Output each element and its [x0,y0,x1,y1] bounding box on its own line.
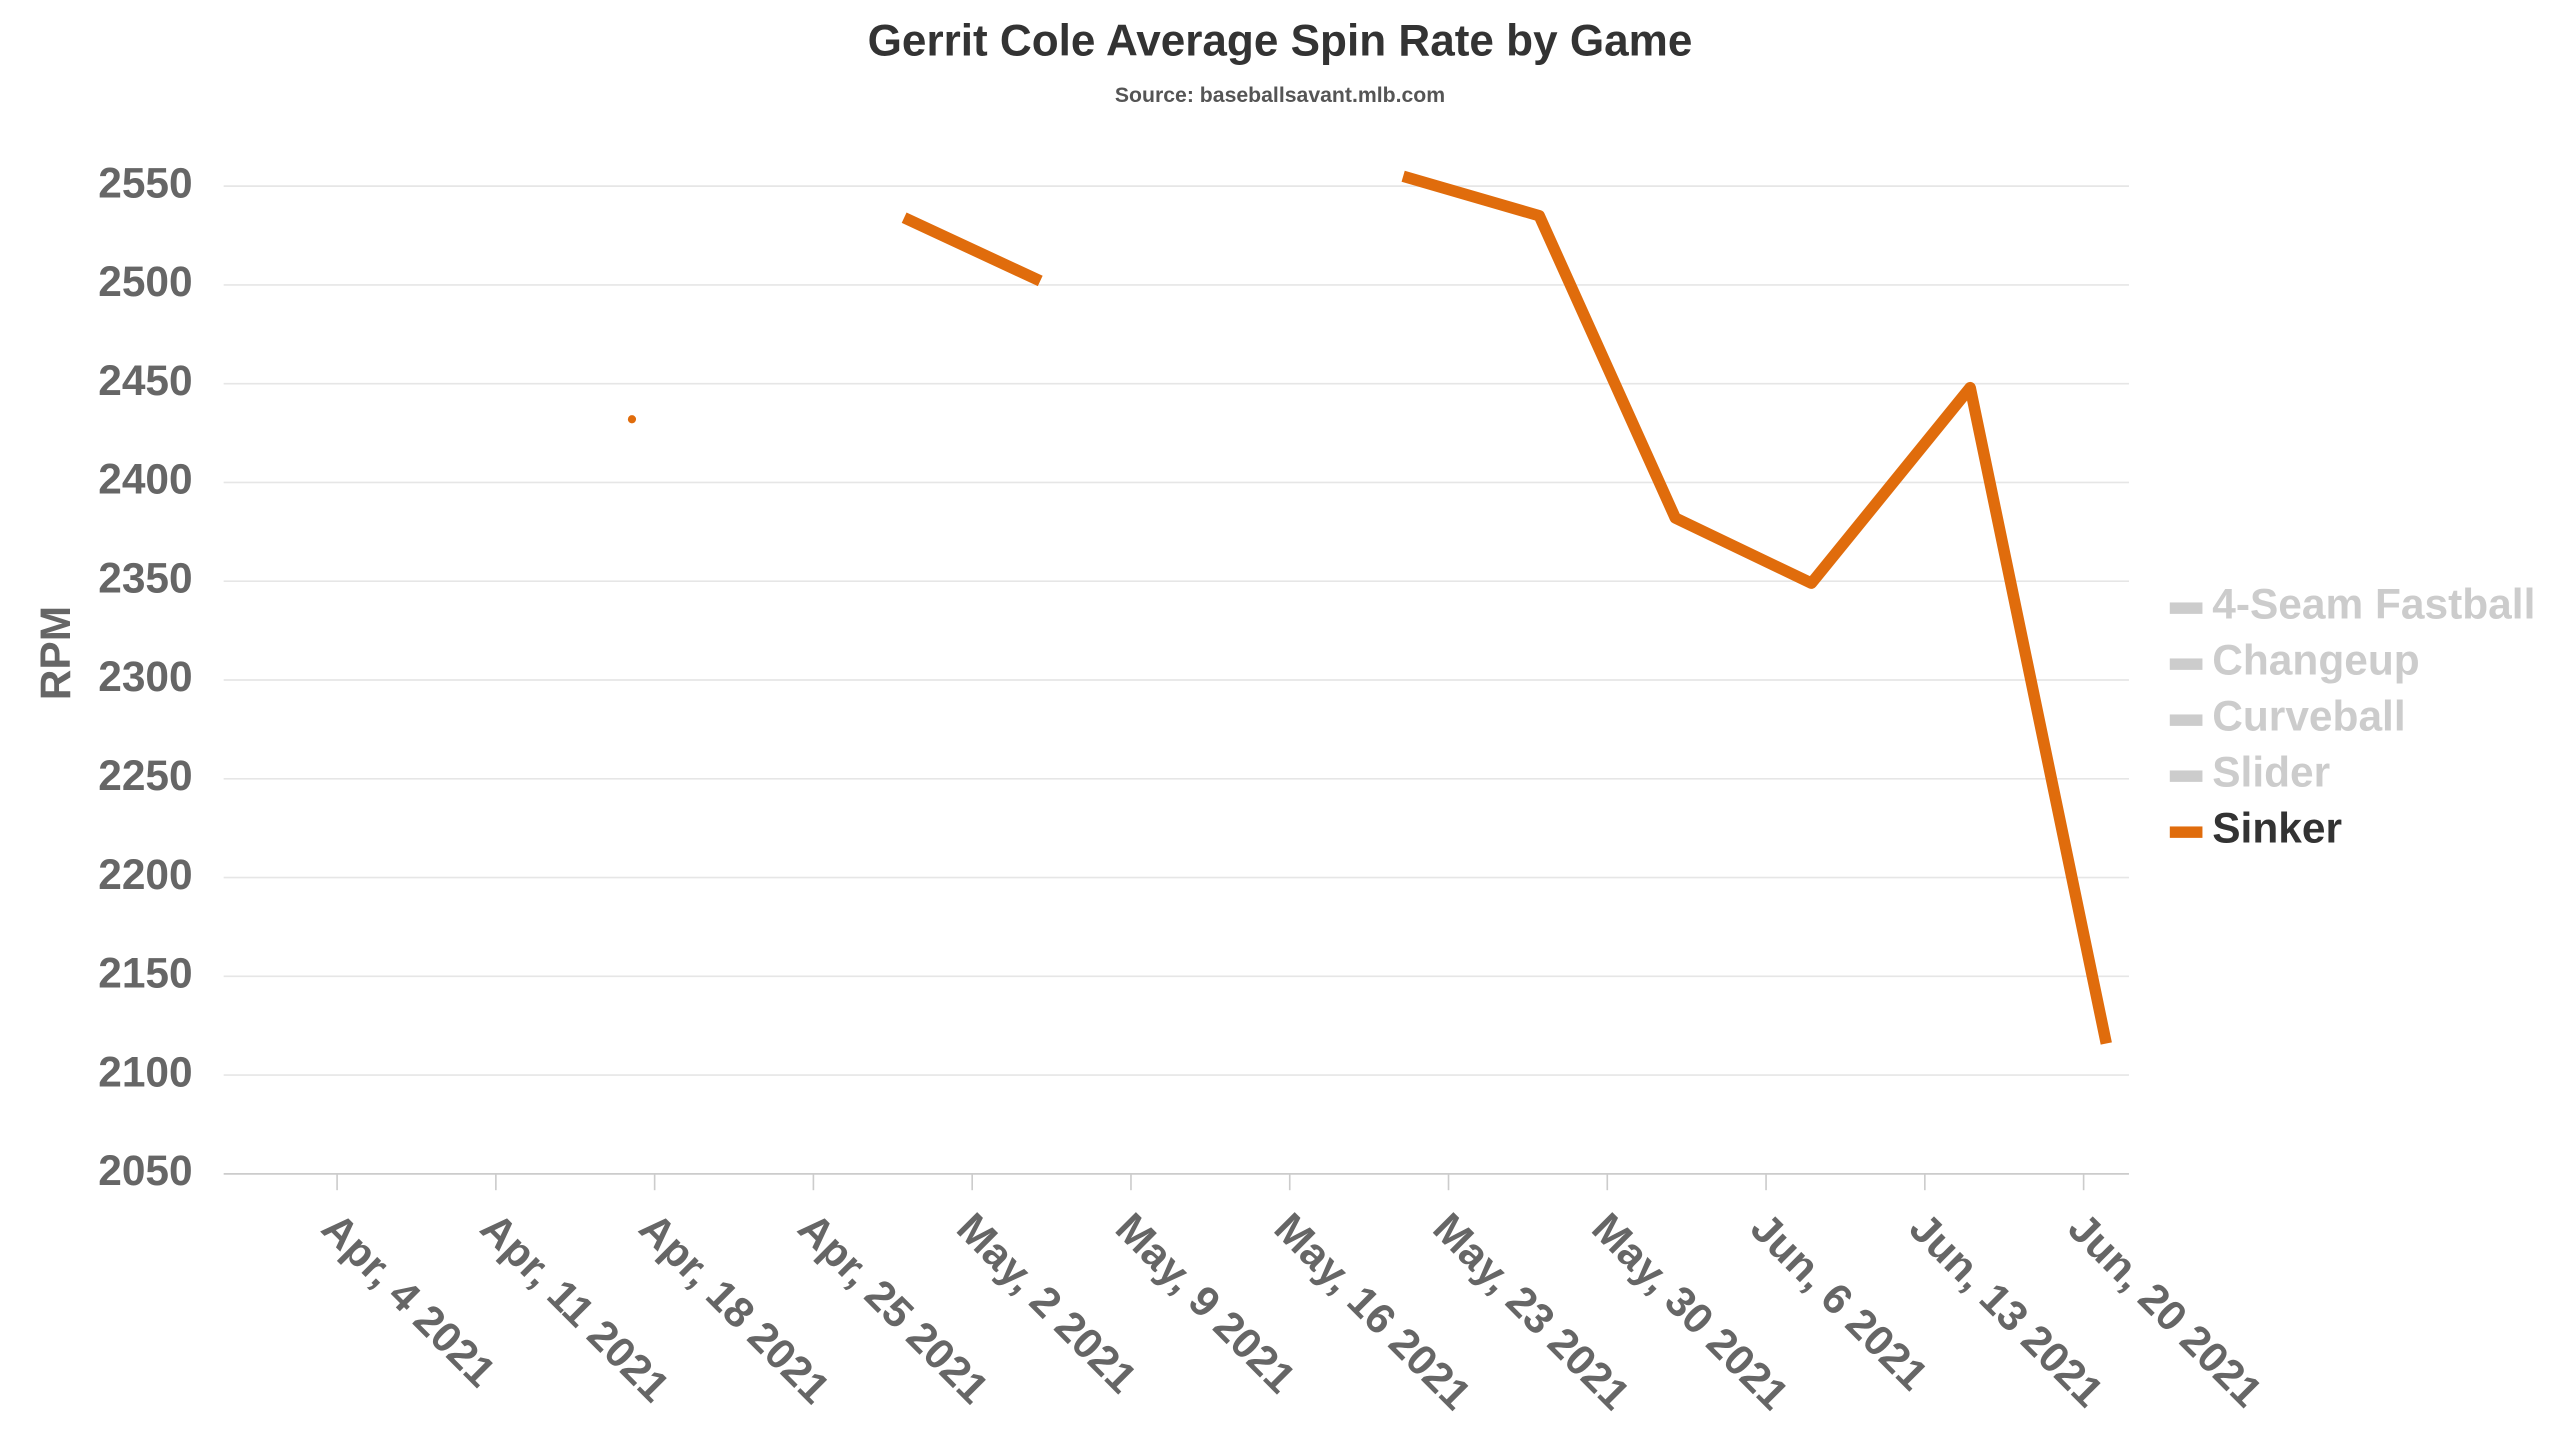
line-point [627,415,637,424]
chart-subtitle: Source: baseballsavant.mlb.com [1115,84,1445,107]
y-tick-label: 2350 [98,554,192,601]
y-tick-label: 2300 [98,653,192,700]
legend-swatch [2169,826,2203,838]
y-axis-label: RPM [32,606,79,700]
y-tick-label: 2100 [98,1048,192,1095]
y-tick-label: 2400 [98,456,192,503]
y-tick-label: 2500 [98,258,192,305]
legend-label[interactable]: Curveball [2212,693,2405,740]
y-tick-label: 2200 [98,851,192,898]
y-tick-label: 2050 [98,1147,192,1194]
chart-title: Gerrit Cole Average Spin Rate by Game [868,17,1693,66]
legend-swatch [2169,658,2203,670]
legend-swatch [2169,602,2203,614]
legend-label[interactable]: Sinker [2212,805,2342,852]
legend-swatch [2169,714,2203,726]
y-tick-label: 2450 [98,357,192,404]
y-tick-label: 2550 [98,159,192,206]
series-line [901,170,2112,1045]
legend-swatch [2169,770,2203,782]
legend-label[interactable]: Changeup [2212,637,2419,684]
legend-label[interactable]: Slider [2212,749,2330,796]
y-tick-label: 2250 [98,752,192,799]
y-tick-label: 2150 [98,950,192,997]
legend-label[interactable]: 4-Seam Fastball [2212,581,2535,628]
